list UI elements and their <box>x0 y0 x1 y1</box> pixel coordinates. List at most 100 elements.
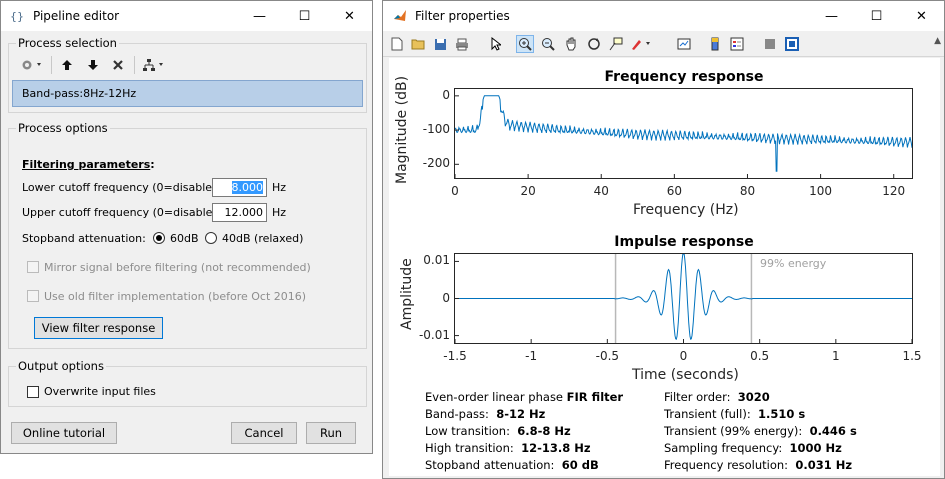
figure-toolbar <box>383 31 944 57</box>
x-tick-label: 40 <box>593 184 609 198</box>
cancel-button[interactable]: Cancel <box>231 422 297 444</box>
chevron-up-icon[interactable]: ▲ <box>934 36 941 46</box>
matlab-icon <box>392 8 408 24</box>
zoom-in-icon[interactable] <box>516 35 534 53</box>
heading-text: Filtering parameters <box>22 158 151 171</box>
info-bandpass: Band-pass: 8-12 Hz <box>425 407 545 421</box>
hide-plot-tools-icon[interactable] <box>761 35 779 53</box>
mirror-signal-label: Mirror signal before filtering (not reco… <box>44 261 311 274</box>
frequency-plot-title: Frequency response <box>604 69 764 85</box>
x-tick-label: -0.5 <box>595 349 620 363</box>
series-line <box>455 254 912 341</box>
legend-icon[interactable] <box>728 35 746 53</box>
save-icon[interactable] <box>431 35 449 53</box>
stopband-label: Stopband attenuation: <box>22 232 146 245</box>
impulse-plot-svg <box>455 254 912 343</box>
maximize-icon[interactable]: ☐ <box>870 8 883 24</box>
x-tick-label: 120 <box>882 184 906 198</box>
old-filter-label: Use old filter implementation (before Oc… <box>44 290 307 303</box>
info-label: Sampling frequency: <box>664 441 783 455</box>
x-tick-label: 1 <box>832 349 840 363</box>
print-icon[interactable] <box>453 35 471 53</box>
x-tick-label: 0 <box>679 349 688 363</box>
stopband-40db-label[interactable]: 40dB (relaxed) <box>222 232 304 245</box>
info-label: Stopband attenuation: <box>425 458 555 472</box>
toolbar-separator <box>51 56 52 74</box>
impulse-ylabel: Amplitude <box>399 258 415 330</box>
gear-dropdown-icon[interactable] <box>19 56 45 74</box>
arrow-up-icon[interactable] <box>59 56 75 74</box>
frequency-plot-svg <box>455 95 912 178</box>
online-tutorial-button[interactable]: Online tutorial <box>11 422 117 444</box>
process-selection-group: Process selection <box>8 36 367 113</box>
stopband-40db-radio[interactable] <box>205 232 217 244</box>
close-icon[interactable]: ✕ <box>344 8 355 24</box>
x-tick-label: -1.5 <box>443 349 467 363</box>
pipeline-titlebar[interactable]: {} Pipeline editor — ☐ ✕ <box>1 1 372 31</box>
upper-cutoff-field[interactable]: 12.000 <box>212 203 267 222</box>
overwrite-checkbox[interactable] <box>27 386 39 398</box>
info-label: Transient (99% energy): <box>664 424 803 438</box>
show-plot-tools-icon[interactable] <box>783 35 801 53</box>
zoom-out-icon[interactable] <box>539 35 557 53</box>
pointer-icon[interactable] <box>487 35 505 53</box>
filter-titlebar[interactable]: Filter properties — ☐ ✕ <box>383 1 944 31</box>
y-tick-label: -0.01 <box>418 327 450 342</box>
frequency-xlabel: Frequency (Hz) <box>633 202 739 218</box>
close-icon[interactable]: ✕ <box>916 8 927 24</box>
process-options-title: Process options <box>16 121 110 135</box>
delete-icon[interactable] <box>110 56 126 74</box>
maximize-icon[interactable]: ☐ <box>298 8 311 24</box>
info-value: 1000 Hz <box>789 441 842 455</box>
brush-icon[interactable] <box>629 35 655 53</box>
x-tick-label: 0.5 <box>750 349 770 363</box>
info-high-transition: High transition: 12-13.8 Hz <box>425 441 591 455</box>
info-value: 12-13.8 Hz <box>521 441 591 455</box>
impulse-xlabel: Time (seconds) <box>632 367 739 383</box>
old-filter-checkbox[interactable] <box>27 290 39 302</box>
y-tick-label: -200 <box>422 156 450 171</box>
info-value: 8-12 Hz <box>496 407 546 421</box>
stopband-60db-radio[interactable] <box>153 232 165 244</box>
lower-cutoff-field[interactable]: 8.000 <box>212 178 267 197</box>
figure-canvas: Frequency response Frequency (Hz) Magnit… <box>389 58 940 476</box>
minimize-icon[interactable]: — <box>825 8 838 24</box>
heading-colon: : <box>150 158 155 171</box>
info-label: Transient (full): <box>664 407 751 421</box>
data-cursor-icon[interactable] <box>607 35 625 53</box>
window-title: Pipeline editor <box>33 9 120 23</box>
stopband-60db-label[interactable]: 60dB <box>170 232 199 245</box>
y-tick-label: 0.01 <box>423 253 450 268</box>
info-value: 0.031 Hz <box>795 458 853 472</box>
process-options-group: Process options <box>8 121 367 349</box>
run-button[interactable]: Run <box>306 422 356 444</box>
x-tick-label: 60 <box>666 184 682 198</box>
overwrite-label: Overwrite input files <box>44 385 156 398</box>
rotate-icon[interactable] <box>585 35 603 53</box>
y-tick-label: 0 <box>442 87 450 102</box>
minimize-icon[interactable]: — <box>253 8 266 24</box>
info-label: Filter order: <box>664 390 731 404</box>
tree-dropdown-icon[interactable] <box>141 56 167 74</box>
x-tick-label: 80 <box>739 184 756 198</box>
mirror-signal-checkbox[interactable] <box>27 261 39 273</box>
info-low-transition: Low transition: 6.8-8 Hz <box>425 424 571 438</box>
frequency-axes[interactable] <box>454 88 913 179</box>
arrow-down-icon[interactable] <box>85 56 101 74</box>
process-list-item[interactable]: Band-pass:8Hz-12Hz <box>12 80 363 107</box>
info-frequency-resolution: Frequency resolution: 0.031 Hz <box>664 458 852 472</box>
colorbar-icon[interactable] <box>706 35 724 53</box>
info-value: 0.446 s <box>809 424 857 438</box>
toolbar-separator <box>134 56 135 74</box>
info-label: High transition: <box>425 441 514 455</box>
pan-icon[interactable] <box>562 35 580 53</box>
filter-properties-window: Filter properties — ☐ ✕ ▲ Frequency resp… <box>382 0 945 479</box>
view-filter-response-button[interactable]: View filter response <box>34 317 163 339</box>
link-plot-icon[interactable] <box>675 35 693 53</box>
new-figure-icon[interactable] <box>388 35 406 53</box>
impulse-axes[interactable]: 99% energy <box>454 253 913 344</box>
open-icon[interactable] <box>409 35 427 53</box>
info-transient-99: Transient (99% energy): 0.446 s <box>664 424 857 438</box>
lower-cutoff-unit: Hz <box>272 181 287 194</box>
info-value: 6.8-8 Hz <box>517 424 571 438</box>
